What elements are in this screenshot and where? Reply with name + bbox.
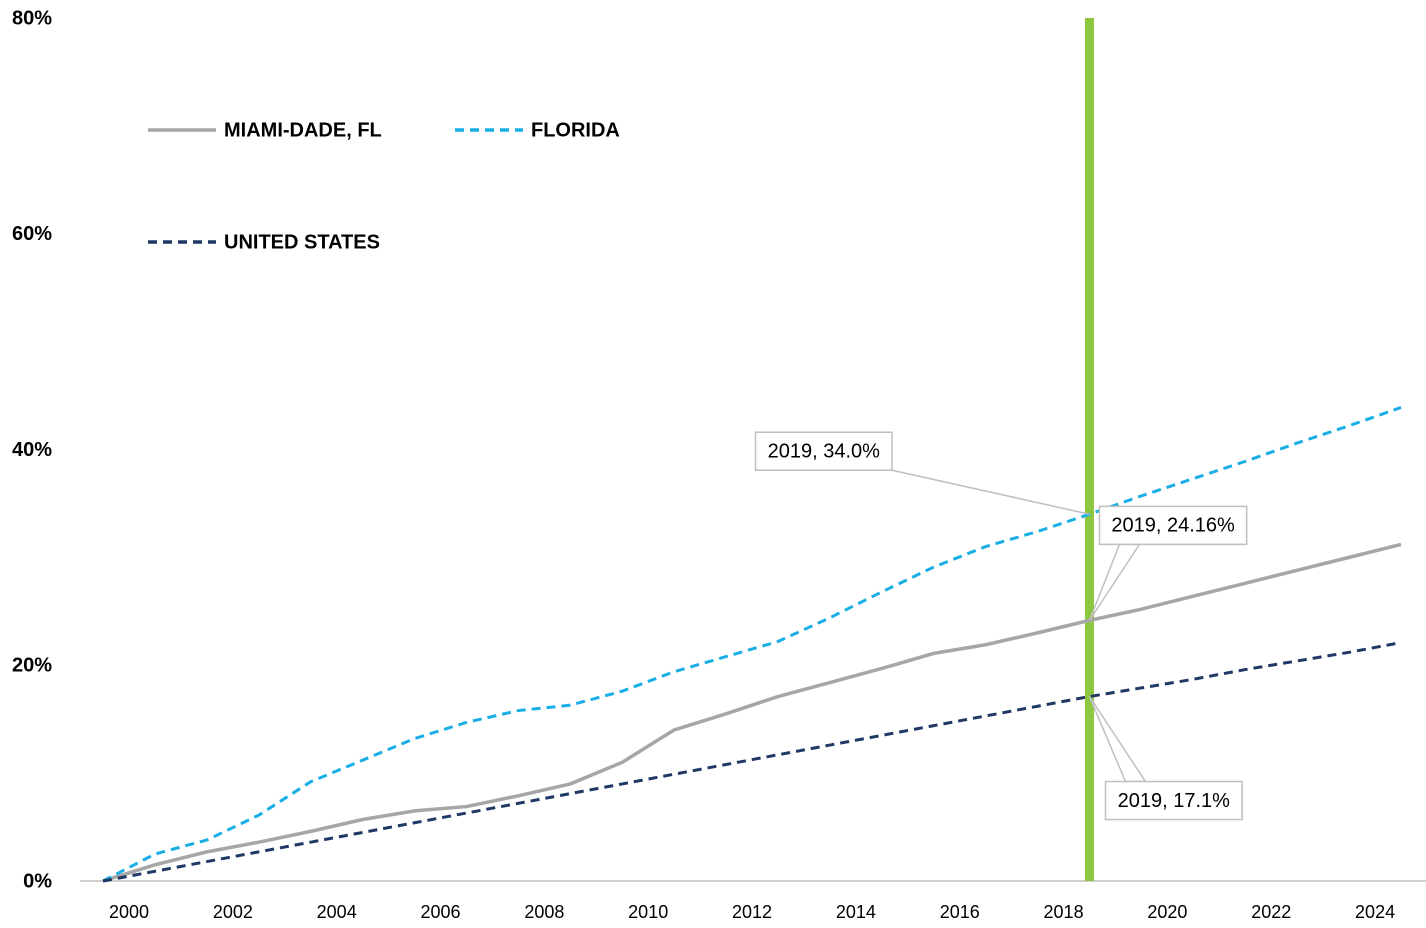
leader-line bbox=[891, 469, 1090, 515]
value-label: 2019, 34.0% bbox=[768, 441, 881, 463]
label-box bbox=[754, 431, 893, 471]
leader-line bbox=[1088, 543, 1141, 621]
x-tick-label: 2006 bbox=[420, 902, 460, 922]
value-label: 2019, 24.16% bbox=[1111, 515, 1235, 537]
label-box bbox=[1098, 505, 1248, 546]
x-tick-label: 2012 bbox=[732, 902, 772, 922]
legend-label: MIAMI-DADE, FL bbox=[224, 119, 382, 141]
x-tick-label: 2002 bbox=[213, 902, 253, 922]
x-tick-label: 2010 bbox=[628, 902, 668, 922]
x-tick-label: 2008 bbox=[524, 902, 564, 922]
value-label: 2019, 17.1% bbox=[1118, 790, 1231, 812]
y-tick-label: 20% bbox=[12, 655, 52, 677]
legend-label: UNITED STATES bbox=[224, 231, 380, 253]
y-tick-label: 40% bbox=[12, 439, 52, 461]
x-tick-label: 2016 bbox=[940, 902, 980, 922]
x-tick-label: 2022 bbox=[1251, 902, 1291, 922]
legend-label: FLORIDA bbox=[531, 119, 620, 141]
x-tick-label: 2004 bbox=[317, 902, 357, 922]
line-series bbox=[102, 406, 1402, 883]
x-tick-label: 2018 bbox=[1044, 902, 1084, 922]
x-tick-label: 2000 bbox=[109, 902, 149, 922]
y-tick-label: 60% bbox=[12, 223, 52, 245]
line-series bbox=[102, 641, 1402, 883]
y-tick-label: 0% bbox=[23, 870, 52, 892]
line-series bbox=[102, 542, 1402, 883]
x-tick-label: 2020 bbox=[1147, 902, 1187, 922]
x-tick-label: 2024 bbox=[1355, 902, 1395, 922]
x-tick-label: 2014 bbox=[836, 902, 876, 922]
y-tick-label: 80% bbox=[12, 7, 52, 29]
label-box bbox=[1104, 780, 1243, 821]
leader-line bbox=[1088, 696, 1147, 783]
